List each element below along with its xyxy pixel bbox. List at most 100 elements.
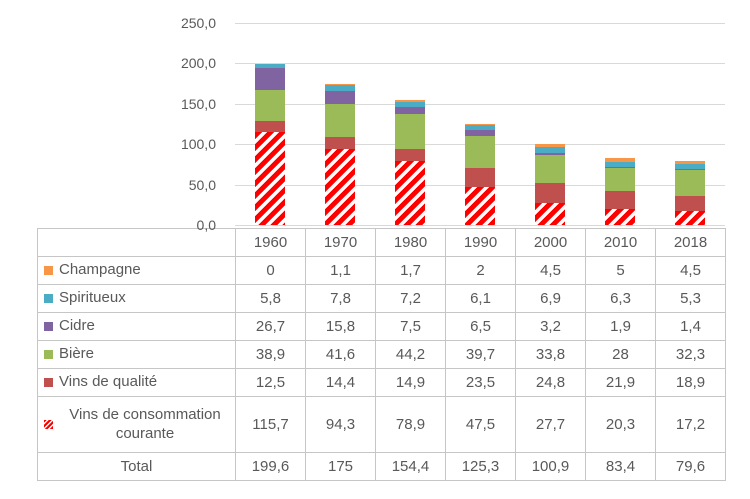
value-cell-2018: 32,3: [655, 340, 726, 369]
segment-spiritueux: [395, 101, 425, 108]
table-row: Vins de consommation courante 115,7 94,3 78…: [37, 396, 726, 453]
value-cell-1990: 6,5: [445, 312, 516, 341]
value-cell-1990: 39,7: [445, 340, 516, 369]
legend-key-icon: [44, 266, 53, 275]
table-row: Vins de qualité 12,5 14,4 14,9 23,5 24,8 21,9 1…: [37, 368, 726, 397]
segment-champagne: [675, 160, 705, 165]
value-cell-2010: 20,3: [585, 396, 656, 453]
bar-2018: [675, 160, 705, 225]
segment-champagne: [535, 143, 565, 148]
segment-vins-de-consommation-courante: [535, 202, 565, 225]
year-header-1980: 1980: [375, 228, 446, 257]
segment-bière: [535, 155, 565, 183]
year-header-2010: 2010: [585, 228, 656, 257]
table-row: Cidre 26,7 15,8 7,5 6,5 3,2 1,9 1,4: [37, 312, 726, 341]
segment-vins-de-qualité: [325, 137, 355, 149]
y-tick-label: 150,0: [180, 95, 216, 112]
segment-vins-de-consommation-courante: [395, 161, 425, 225]
segment-champagne: [605, 157, 635, 162]
value-cell-1980: 1,7: [375, 256, 446, 285]
segment-cidre: [325, 90, 355, 104]
value-cell-2000: 100,9: [515, 452, 586, 481]
value-cell-2000: 27,7: [515, 396, 586, 453]
data-table: 1960 1970 1980 1990 2000 2010 2018 Champagne 0 1,…: [37, 228, 726, 481]
row-label: Bière: [59, 345, 95, 363]
value-cell-1970: 7,8: [305, 284, 376, 313]
value-cell-2010: 6,3: [585, 284, 656, 313]
value-cell-1980: 78,9: [375, 396, 446, 453]
value-cell-2018: 1,4: [655, 312, 726, 341]
segment-vins-de-consommation-courante: [675, 211, 705, 225]
segment-vins-de-consommation-courante: [325, 148, 355, 225]
segment-cidre: [465, 130, 495, 136]
value-cell-2018: 5,3: [655, 284, 726, 313]
value-cell-1960: 199,6: [235, 452, 306, 481]
table-row: Champagne 0 1,1 1,7 2 4,5 5 4,5: [37, 256, 726, 285]
row-label: Champagne: [59, 261, 141, 279]
bar-1960: [255, 63, 285, 225]
value-cell-1990: 23,5: [445, 368, 516, 397]
value-cell-2018: 79,6: [655, 452, 726, 481]
value-cell-1990: 125,3: [445, 452, 516, 481]
y-tick-label: 250,0: [180, 15, 216, 31]
value-cell-1970: 15,8: [305, 312, 376, 341]
segment-spiritueux: [465, 125, 495, 131]
value-cell-1980: 7,5: [375, 312, 446, 341]
table-row: Bière 38,9 41,6 44,2 39,7 33,8 28 32,3: [37, 340, 726, 369]
segment-cidre: [535, 152, 565, 156]
segment-bière: [255, 90, 285, 122]
y-tick-label: 200,0: [180, 55, 216, 72]
bar-1980: [395, 100, 425, 225]
year-header-1990: 1990: [445, 228, 516, 257]
segment-bière: [395, 113, 425, 150]
value-cell-1980: 14,9: [375, 368, 446, 397]
segment-vins-de-qualité: [675, 195, 705, 212]
segment-vins-de-qualité: [465, 167, 495, 187]
value-cell-1960: 5,8: [235, 284, 306, 313]
value-cell-1990: 2: [445, 256, 516, 285]
legend-key-icon: [44, 350, 53, 359]
segment-vins-de-qualité: [605, 190, 635, 209]
row-label-cell: Vins de consommation courante: [37, 396, 236, 453]
legend-key-icon: [44, 294, 53, 303]
gridline-200: [235, 63, 725, 65]
value-cell-2000: 4,5: [515, 256, 586, 285]
value-cell-1980: 154,4: [375, 452, 446, 481]
segment-cidre: [675, 168, 705, 170]
value-cell-1970: 94,3: [305, 396, 376, 453]
segment-champagne: [325, 83, 355, 85]
segment-spiritueux: [255, 63, 285, 69]
year-header-1960: 1960: [235, 228, 306, 257]
row-label: Vins de consommation courante: [69, 405, 221, 442]
plot-area: [235, 23, 725, 226]
value-cell-1970: 14,4: [305, 368, 376, 397]
value-cell-2000: 24,8: [515, 368, 586, 397]
gridline-250: [235, 23, 725, 24]
value-cell-1970: 1,1: [305, 256, 376, 285]
y-tick-label: 0,0: [196, 217, 216, 233]
value-cell-1970: 41,6: [305, 340, 376, 369]
gridline-0: [235, 225, 725, 226]
row-label: Cidre: [59, 317, 95, 335]
value-cell-1960: 26,7: [235, 312, 306, 341]
segment-bière: [605, 168, 635, 191]
row-label-cell: Cidre: [37, 312, 236, 341]
value-cell-1960: 115,7: [235, 396, 306, 453]
segment-vins-de-consommation-courante: [605, 208, 635, 225]
value-cell-2000: 6,9: [515, 284, 586, 313]
segment-bière: [325, 103, 355, 138]
segment-cidre: [395, 107, 425, 114]
row-label-cell: Vins de qualité: [37, 368, 236, 397]
value-cell-2010: 1,9: [585, 312, 656, 341]
year-header-1970: 1970: [305, 228, 376, 257]
value-cell-2000: 33,8: [515, 340, 586, 369]
value-cell-1990: 47,5: [445, 396, 516, 453]
segment-cidre: [605, 166, 635, 169]
gridline-150: [235, 103, 725, 105]
row-label-cell: Champagne: [37, 256, 236, 285]
year-header-2000: 2000: [515, 228, 586, 257]
value-cell-1960: 38,9: [235, 340, 306, 369]
segment-bière: [465, 135, 495, 168]
y-tick-label: 100,0: [180, 136, 216, 153]
bar-2000: [535, 143, 565, 225]
